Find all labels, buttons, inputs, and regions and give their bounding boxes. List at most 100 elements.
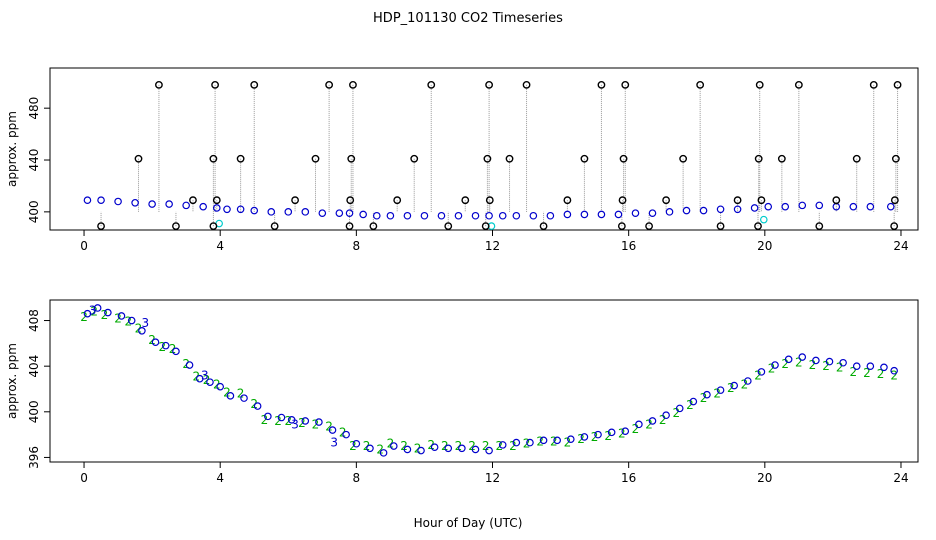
bottom-point-label: 2 (101, 308, 109, 322)
bottom-x-tick-label: 16 (621, 471, 636, 485)
bottom-point (703, 390, 711, 399)
bottom-point-label: 2 (564, 436, 572, 450)
top-point (301, 208, 310, 216)
bottom-point (216, 382, 224, 391)
bottom-point (403, 445, 412, 454)
top-point (444, 222, 453, 231)
bottom-data-points: 2 2 2 2 2 22 2 222 2 22 222 2 2 2 2 2 22 2 2 2 2 2 2 2 2 2 2 2 2 2 2 2 2… (80, 303, 898, 457)
bottom-point-label: 2 (274, 414, 282, 428)
top-point (815, 222, 824, 231)
top-point (148, 200, 156, 208)
top-point (866, 202, 875, 211)
top-point (832, 196, 841, 205)
bottom-point-label: 2 (363, 439, 371, 453)
bottom-point (744, 377, 752, 385)
bottom-point-label: 2 (727, 381, 735, 395)
top-point (454, 211, 463, 220)
top-panel: approx. ppm 0 4 8 12 16 20 24 400 440 480 (5, 67, 919, 253)
top-point (165, 200, 173, 208)
bottom-point (287, 415, 296, 424)
top-point (614, 210, 623, 219)
top-point (777, 154, 786, 163)
top-point (349, 80, 357, 89)
bottom-point-label: 2 (387, 437, 395, 451)
top-point (619, 154, 628, 163)
top-point (563, 210, 572, 219)
top-point (97, 196, 105, 204)
bottom-point-label: 2 (863, 366, 871, 380)
top-point (696, 80, 705, 89)
top-point (199, 202, 207, 211)
bottom-point (417, 446, 425, 455)
top-point (648, 209, 657, 217)
bottom-point-label: 2 (441, 439, 449, 453)
bottom-point (689, 397, 698, 406)
top-point (461, 196, 470, 205)
top-point (849, 202, 858, 211)
top-data-points (83, 80, 902, 231)
bottom-point (594, 430, 602, 439)
bottom-point-label: 2 (741, 377, 749, 391)
bottom-point (539, 436, 548, 445)
bottom-point-label: 2 (203, 373, 211, 387)
top-point (359, 210, 367, 219)
x-axis-label: Hour of Day (UTC) (414, 516, 523, 530)
bottom-point (366, 444, 374, 453)
top-point (372, 211, 381, 220)
top-point (155, 80, 163, 89)
top-point (83, 196, 92, 204)
bottom-point-label: 2 (509, 439, 517, 453)
bottom-point (264, 412, 272, 421)
bottom-point-label: 2 (193, 369, 201, 383)
top-point (760, 215, 768, 224)
bottom-point (566, 435, 575, 443)
bottom-point-label: 2 (686, 398, 694, 412)
bottom-point-label: 2 (135, 322, 143, 336)
bottom-point-label: 2 (468, 439, 476, 453)
bottom-point-label: 3 (201, 368, 209, 382)
bottom-point (458, 444, 466, 453)
top-point (481, 222, 490, 231)
bottom-point-label: 2 (877, 367, 885, 381)
top-point (890, 196, 899, 205)
bottom-point-label: 2 (809, 358, 817, 372)
top-point (754, 222, 762, 231)
bottom-point-label: 2 (890, 368, 898, 382)
bottom-point (880, 363, 888, 372)
top-x-tick-label: 20 (757, 239, 772, 253)
bottom-point-label: 2 (349, 439, 357, 453)
bottom-x-tick-label: 0 (80, 471, 88, 485)
bottom-point (498, 441, 507, 449)
top-point (891, 154, 900, 163)
top-point (386, 211, 395, 220)
bottom-point-label: 2 (577, 432, 585, 446)
bottom-point-label: 2 (768, 361, 776, 375)
top-point (754, 154, 763, 163)
bottom-point-label: 2 (169, 342, 177, 356)
bottom-point-label: 3 (330, 436, 338, 450)
top-point (420, 211, 429, 220)
bottom-point-label: 2 (836, 360, 844, 374)
bottom-point (471, 445, 480, 454)
bottom-point-label: 2 (312, 417, 320, 431)
top-point (733, 205, 742, 214)
top-point (211, 80, 219, 89)
bottom-point-label: 2 (713, 387, 721, 401)
top-point (617, 222, 626, 231)
top-point (403, 211, 412, 220)
bottom-point-label: 2 (455, 439, 463, 453)
top-point (485, 196, 494, 205)
bottom-point (553, 436, 561, 445)
top-x-tick-label: 4 (216, 239, 224, 253)
bottom-point (648, 417, 657, 425)
top-point (345, 222, 354, 231)
top-point (757, 196, 766, 205)
bottom-point (716, 386, 725, 394)
bottom-point-label: 2 (645, 417, 653, 431)
bottom-point-label: 2 (237, 387, 245, 401)
top-x-tick-label: 12 (485, 239, 500, 253)
bottom-x-tick-label: 12 (485, 471, 500, 485)
top-point (483, 154, 492, 163)
top-point (212, 204, 221, 212)
bottom-point-label: 2 (80, 310, 88, 324)
